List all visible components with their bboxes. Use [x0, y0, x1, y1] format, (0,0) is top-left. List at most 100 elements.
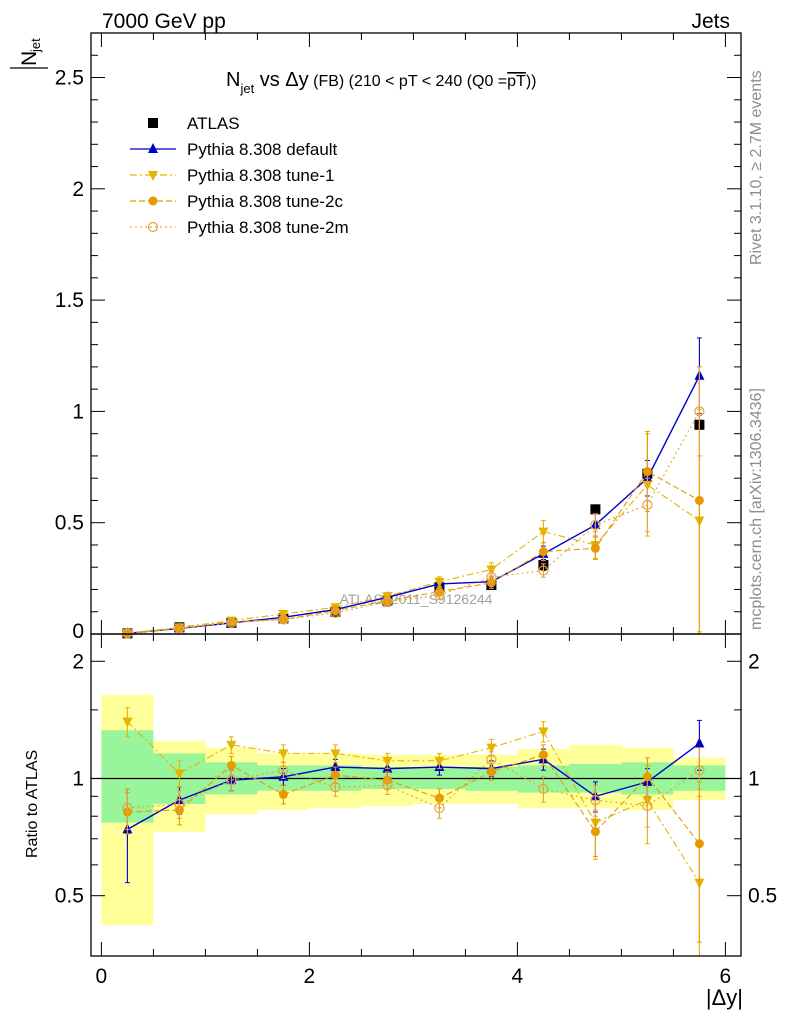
main-point-tune1 — [538, 527, 549, 538]
ratio-point-tune2m — [226, 775, 237, 786]
ratio-ylabel: Ratio to ATLAS — [24, 750, 41, 858]
ratio-point-tune2c — [330, 770, 340, 780]
legend-marker-data — [148, 118, 158, 128]
main-series-tune2m — [122, 366, 705, 639]
title-pt: pT — [507, 73, 526, 90]
ratio-series-tune2m — [122, 747, 705, 830]
main-point-tune2m — [122, 628, 133, 639]
ratio-frame — [90, 633, 742, 957]
main-point-tune2m — [278, 614, 289, 625]
main-point-tune2m — [642, 499, 653, 510]
main-point-tune2c — [590, 543, 600, 553]
main-ytick-label: 0.5 — [55, 512, 84, 535]
ratio-point-tune2m — [122, 802, 133, 814]
main-ytick-label: 2.5 — [55, 67, 84, 90]
xlabel: |Δy| — [706, 985, 743, 1010]
main-line-tune1 — [127, 484, 700, 634]
ratio-point-tune1 — [226, 740, 237, 751]
ratio-point-tune2m — [538, 783, 549, 795]
ratio-point-tune2c — [538, 750, 548, 760]
legend-label-data: ATLAS — [187, 114, 240, 133]
main-point-data — [590, 504, 601, 515]
ratio-point-tune2m — [694, 765, 705, 776]
legend-entry-data: ATLAS — [148, 114, 240, 133]
main-point-tune2m — [538, 565, 549, 576]
ratio-point-tune1 — [382, 756, 393, 767]
ratio-point-default — [330, 761, 341, 772]
ratio-panel: 0.5 0.5 1 1 2 2 0 2 4 6 — [55, 633, 777, 988]
ratio-point-tune2m — [590, 794, 601, 806]
legend-label-tune2c: Pythia 8.308 tune-2c — [187, 192, 343, 211]
legend-entry-tune2m: Pythia 8.308 tune-2m — [130, 218, 349, 237]
main-ylabel-text: N — [18, 51, 41, 66]
ratio-point-tune2c — [694, 839, 704, 849]
ratio-ytick-label: 1 — [72, 767, 84, 790]
ratio-ytick-label: 2 — [72, 650, 84, 673]
ratio-point-default — [694, 737, 705, 748]
main-point-tune2m — [694, 406, 705, 417]
ratio-point-tune2m — [434, 802, 445, 814]
main-point-tune2m — [486, 572, 497, 583]
main-point-tune2m — [382, 596, 393, 607]
ratio-ytick-label-right: 0.5 — [748, 885, 777, 908]
legend-marker-default — [148, 143, 158, 153]
title-range: (210 < pT < 240 (Q0 = — [349, 73, 507, 90]
ratio-ytick-label-right: 1 — [748, 767, 760, 790]
ratio-xtick-label: 4 — [512, 965, 524, 988]
ratio-point-tune2m — [174, 798, 185, 810]
ratio-point-tune1 — [122, 717, 133, 728]
rivet-label: Rivet 3.1.10, ≥ 2.7M events — [748, 70, 765, 265]
main-point-tune2c — [694, 495, 704, 505]
ratio-ytick-label-right: 2 — [748, 650, 760, 673]
main-ytick-label: 1 — [72, 400, 84, 423]
main-point-tune2m — [434, 589, 445, 601]
ratio-ytick-label: 0.5 — [55, 885, 84, 908]
main-ytick-label: 0 — [72, 620, 84, 643]
main-point-tune1 — [434, 577, 445, 588]
ratio-line-tune1 — [127, 721, 700, 883]
main-point-tune1 — [486, 565, 497, 576]
main-line-tune2m — [127, 411, 700, 634]
ratio-line-default — [127, 742, 700, 831]
main-ylabel-sub: jet — [28, 38, 43, 53]
ratio-point-tune2m — [486, 754, 497, 765]
watermark: ATLAS_2011_S9126244 — [340, 591, 493, 607]
header-right: Jets — [691, 10, 730, 33]
ratio-xtick-label: 2 — [304, 965, 316, 988]
ratio-line-tune2c — [127, 754, 700, 845]
legend-marker-tune2c — [148, 196, 158, 206]
ratio-point-tune2m — [330, 782, 341, 793]
ratio-xtick-label: 0 — [96, 965, 108, 988]
main-ylabel: N jet — [10, 38, 48, 69]
ratio-point-tune2c — [278, 789, 288, 799]
title-rest: vs Δy — [254, 69, 308, 91]
legend: ATLAS Pythia 8.308 default Pythia 8.308 tu… — [130, 114, 349, 237]
title-close: )) — [526, 73, 537, 90]
ratio-point-tune2c — [590, 827, 600, 837]
header-left: 7000 GeV pp — [102, 10, 226, 33]
ratio-point-tune2c — [486, 767, 496, 777]
legend-entry-default: Pythia 8.308 default — [130, 140, 338, 159]
main-ytick-label: 1.5 — [55, 289, 84, 312]
ratio-point-tune2m — [382, 780, 393, 791]
main-point-tune2c — [642, 467, 652, 477]
svg-text:Njet vs Δy (FB) (210 < pT < 24: Njet vs Δy (FB) (210 < pT < 240 (Q0 =pT)… — [226, 69, 536, 96]
legend-label-tune2m: Pythia 8.308 tune-2m — [187, 218, 349, 237]
legend-marker-tune1 — [148, 171, 158, 181]
main-point-tune2m — [174, 623, 185, 634]
main-point-tune2m — [226, 617, 237, 628]
mcplots-label: mcplots.cern.ch [arXiv:1306.3436] — [748, 388, 765, 630]
legend-marker-tune2m — [147, 221, 159, 233]
ratio-point-tune1 — [330, 749, 341, 760]
main-point-tune2m — [590, 519, 601, 531]
legend-entry-tune2c: Pythia 8.308 tune-2c — [130, 192, 343, 211]
ratio-point-tune1 — [538, 727, 549, 738]
main-point-tune2c — [538, 547, 548, 557]
ratio-point-tune2c — [226, 760, 236, 770]
ratio-point-tune1 — [278, 749, 289, 760]
ratio-point-tune1 — [434, 756, 445, 767]
ratio-point-tune2m — [642, 800, 653, 812]
ratio-point-tune1 — [174, 769, 185, 780]
legend-label-default: Pythia 8.308 default — [187, 140, 338, 159]
title-main: N — [226, 69, 240, 91]
